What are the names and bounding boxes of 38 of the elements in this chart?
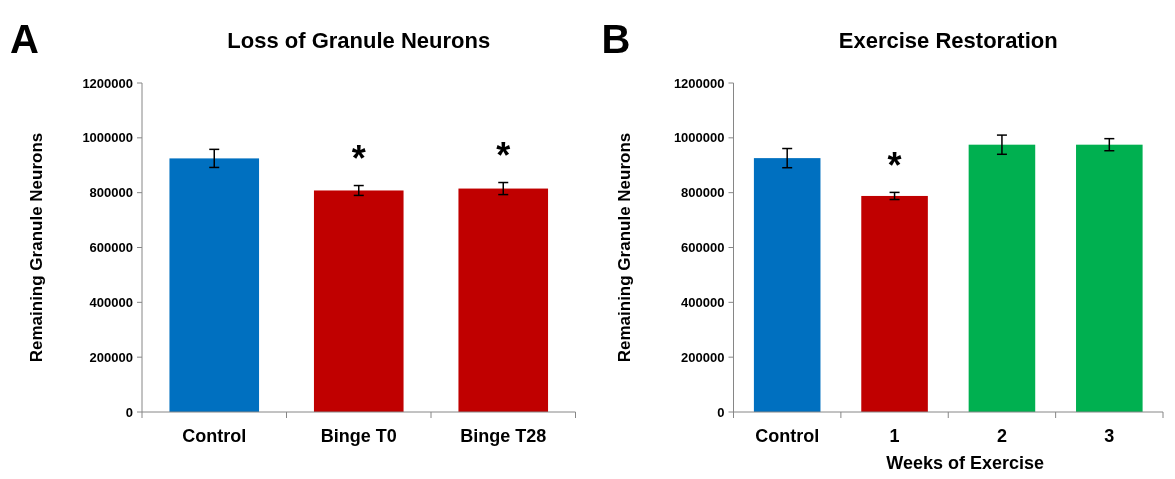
x-tick-label: Binge T0 bbox=[320, 426, 397, 446]
y-tick-label: 0 bbox=[717, 404, 725, 420]
bar bbox=[753, 158, 821, 412]
y-tick-label: 400000 bbox=[681, 294, 725, 310]
x-axis-title: Weeks of Exercise bbox=[886, 453, 1045, 473]
bar bbox=[169, 158, 260, 412]
y-tick-label: 1200000 bbox=[673, 75, 725, 91]
y-tick-label: 800000 bbox=[681, 185, 725, 201]
data-label: * bbox=[496, 134, 511, 176]
y-tick-label: 600000 bbox=[681, 240, 725, 256]
data-label: * bbox=[351, 137, 366, 179]
y-tick-label: 1200000 bbox=[82, 75, 133, 91]
text: A bbox=[10, 17, 39, 61]
bar bbox=[313, 190, 404, 412]
y-tick-label: 1000000 bbox=[673, 130, 725, 146]
x-tick-label: Binge T28 bbox=[460, 426, 547, 446]
chart-title: Loss of Granule Neurons bbox=[227, 28, 491, 53]
y-tick-label: 0 bbox=[125, 404, 133, 420]
text: B bbox=[601, 17, 631, 61]
bar bbox=[861, 195, 928, 412]
x-tick-label: 1 bbox=[889, 426, 900, 446]
x-tick-label: 2 bbox=[996, 426, 1007, 446]
chart-title: Exercise Restoration bbox=[838, 28, 1058, 53]
x-tick-label: Control bbox=[755, 426, 820, 446]
x-tick-label: Control bbox=[182, 426, 247, 446]
y-tick-label: 200000 bbox=[681, 349, 725, 365]
y-tick-label: 600000 bbox=[89, 240, 133, 256]
y-tick-label: 200000 bbox=[89, 349, 133, 365]
y-axis-title: Remaining Granule Neurons bbox=[27, 132, 46, 363]
data-label: * bbox=[887, 144, 902, 186]
y-tick-label: 800000 bbox=[89, 185, 133, 201]
y-axis-title: Remaining Granule Neurons bbox=[614, 132, 634, 363]
y-tick-label: 400000 bbox=[89, 294, 133, 310]
bar bbox=[458, 188, 549, 412]
bar bbox=[968, 144, 1036, 412]
x-tick-label: 3 bbox=[1104, 426, 1115, 446]
bar bbox=[1076, 144, 1143, 412]
y-tick-label: 1000000 bbox=[82, 130, 133, 146]
